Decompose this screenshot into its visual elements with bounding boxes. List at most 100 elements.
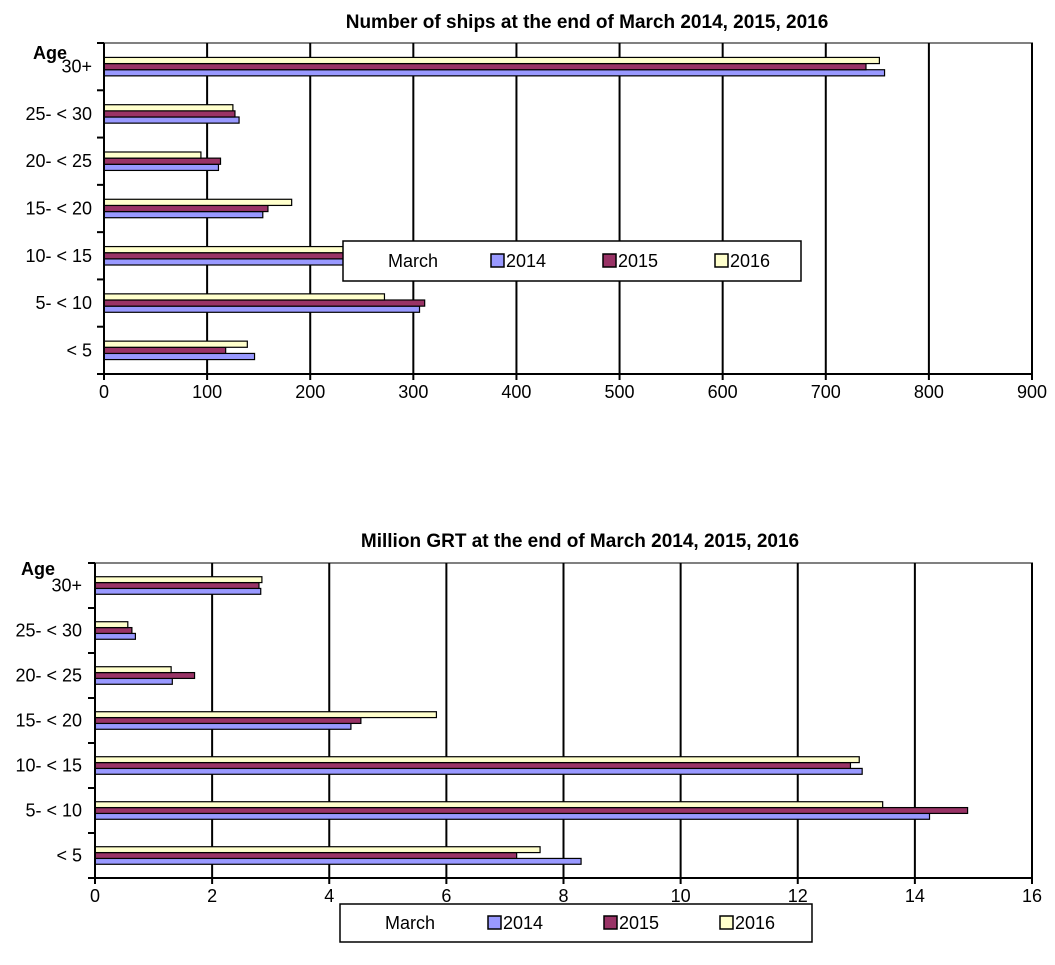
- legend-label-2014: 2014: [506, 251, 546, 271]
- bar-2014-4: [94, 677, 173, 685]
- x-tick-label: 4: [324, 886, 334, 906]
- legend-swatch-2016: [719, 915, 734, 930]
- category-labels: < 5 5- < 10 10- < 15 15- < 20 20- < 25 25- < …: [15, 576, 82, 866]
- bar-2015-4: [94, 671, 196, 680]
- x-tick-label: 300: [398, 382, 428, 402]
- bar-2015-3: [94, 716, 362, 725]
- legend-swatch-2016: [714, 253, 729, 268]
- legend-swatch-2015: [602, 253, 617, 268]
- bar-2015-2: [94, 761, 852, 770]
- category-label: 5- < 10: [35, 293, 92, 313]
- bar-2016-6: [94, 576, 263, 584]
- legend: March 2014 2015 2016: [342, 240, 802, 282]
- bar-2016-2: [94, 756, 860, 764]
- category-label: 25- < 30: [15, 621, 82, 641]
- x-tick-label: 8: [558, 886, 568, 906]
- category-label: 10- < 15: [15, 756, 82, 776]
- bar-2016-1: [103, 293, 386, 301]
- bar-2016-1: [94, 801, 884, 809]
- million-grt-chart: Million GRT at the end of March 2014, 20…: [15, 531, 1042, 943]
- bar-2014-3: [103, 210, 264, 219]
- legend-label-2016: 2016: [730, 251, 770, 271]
- gridlines: [103, 42, 1033, 375]
- x-tick-label: 500: [605, 382, 635, 402]
- x-tick-label: 10: [671, 886, 691, 906]
- bar-2015-0: [94, 851, 518, 860]
- gridlines: [94, 562, 1033, 879]
- bar-2014-5: [103, 116, 240, 124]
- category-labels: < 5 5- < 10 10- < 15 15- < 20 20- < 25 25- < …: [25, 57, 92, 361]
- x-tick-label: 100: [192, 382, 222, 402]
- category-label: < 5: [56, 846, 82, 866]
- category-label: 15- < 20: [15, 711, 82, 731]
- category-label: 30+: [51, 576, 82, 596]
- category-label: 20- < 25: [25, 151, 92, 171]
- x-tick-label: 700: [811, 382, 841, 402]
- bar-2014-6: [94, 587, 262, 595]
- x-tick-labels: 0 2 4 6 8 10 12 14 16: [90, 886, 1042, 906]
- bar-2014-1: [94, 812, 931, 820]
- legend-swatch-2014: [490, 253, 505, 268]
- bar-2015-5: [94, 626, 133, 635]
- bar-2016-3: [103, 198, 293, 207]
- bar-2015-4: [103, 157, 222, 165]
- x-tick-label: 6: [441, 886, 451, 906]
- x-tick-label: 600: [708, 382, 738, 402]
- bar-2016-5: [94, 621, 129, 629]
- bar-2014-0: [103, 352, 256, 361]
- bar-2016-4: [94, 666, 172, 674]
- bar-2015-1: [94, 806, 969, 815]
- x-tick-labels: 0 100 200 300 400 500 600 700 800 900: [99, 382, 1047, 402]
- bar-2015-5: [103, 110, 236, 118]
- x-tick-label: 800: [914, 382, 944, 402]
- y-axis-label: Age: [33, 43, 67, 63]
- x-tick-label: 16: [1022, 886, 1042, 906]
- bar-2014-0: [94, 857, 582, 865]
- legend-label-2015: 2015: [619, 913, 659, 933]
- category-label: 25- < 30: [25, 104, 92, 124]
- x-tick-label: 0: [90, 886, 100, 906]
- x-tick-label: 200: [295, 382, 325, 402]
- bar-2016-0: [103, 340, 248, 348]
- chart-title: Number of ships at the end of March 2014…: [346, 12, 829, 33]
- x-tick-label: 900: [1017, 382, 1047, 402]
- category-label: 30+: [61, 57, 92, 77]
- bar-2015-6: [94, 581, 260, 590]
- x-tick-label: 0: [99, 382, 109, 402]
- bar-2016-5: [103, 104, 234, 112]
- bar-2014-2: [94, 767, 863, 775]
- axes: [88, 562, 1033, 884]
- bar-2014-6: [103, 69, 886, 77]
- legend-title: March: [385, 913, 435, 933]
- legend-swatch-2014: [487, 915, 502, 930]
- bar-2016-0: [94, 846, 541, 854]
- bar-2014-3: [94, 722, 352, 730]
- x-tick-label: 400: [501, 382, 531, 402]
- bar-2014-4: [103, 163, 220, 172]
- category-label: 20- < 25: [15, 666, 82, 686]
- bar-2014-1: [103, 305, 421, 313]
- category-label: < 5: [66, 340, 92, 360]
- bar-2015-3: [103, 204, 269, 213]
- legend-swatch-2015: [603, 915, 618, 930]
- legend-title: March: [388, 251, 438, 271]
- bar-2016-6: [103, 56, 880, 65]
- x-tick-label: 12: [788, 886, 808, 906]
- category-label: 5- < 10: [25, 801, 82, 821]
- bar-2015-6: [103, 62, 867, 71]
- axes: [97, 42, 1033, 380]
- x-tick-label: 14: [905, 886, 925, 906]
- ships-count-chart: Number of ships at the end of March 2014…: [25, 12, 1047, 402]
- legend: March 2014 2015 2016: [339, 903, 813, 943]
- chart-title: Million GRT at the end of March 2014, 20…: [361, 531, 799, 552]
- legend-label-2016: 2016: [735, 913, 775, 933]
- bars: [103, 56, 886, 361]
- bar-2016-3: [94, 711, 438, 719]
- bar-2015-1: [103, 299, 426, 307]
- y-axis-label: Age: [21, 559, 55, 579]
- bars: [94, 576, 969, 865]
- x-tick-label: 2: [207, 886, 217, 906]
- bar-2014-5: [94, 632, 137, 640]
- bar-2015-0: [103, 346, 227, 355]
